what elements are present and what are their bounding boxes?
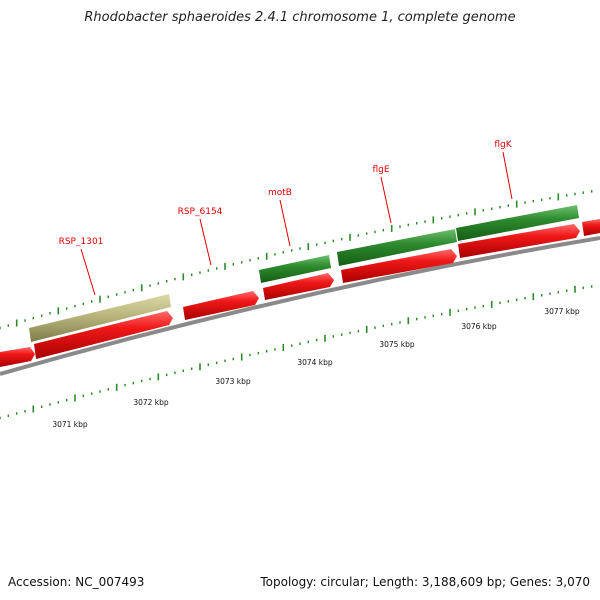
scale-label: 3072 kbp [133, 398, 169, 407]
leader-flgk [502, 151, 513, 200]
cds-arrow[interactable] [183, 291, 259, 320]
genome-stats-text: Topology: circular; Length: 3,188,609 bp… [260, 575, 590, 589]
label-leaders [80, 151, 513, 296]
cds-arrow[interactable] [0, 347, 35, 367]
cds-arrow[interactable] [341, 249, 457, 283]
gene-label-rsp-1301: RSP_1301 [59, 237, 104, 247]
scale-label: 3073 kbp [215, 377, 251, 386]
gene-label-rsp-6154: RSP_6154 [178, 207, 223, 217]
gene-features [29, 205, 579, 342]
map-title: Rhodobacter sphaeroides 2.4.1 chromosome… [84, 10, 516, 25]
leader-rsp-6154 [199, 218, 212, 266]
gene-label-flgk: flgK [494, 140, 512, 150]
gene-label-motb: motB [268, 188, 292, 198]
scale-label: 3076 kbp [461, 322, 497, 331]
gene-motb[interactable] [259, 255, 331, 283]
scale-tick-track [0, 285, 593, 420]
upper-tick-track [0, 190, 593, 330]
cds-arrow[interactable] [263, 273, 334, 300]
genome-backbone [0, 236, 600, 376]
leader-flge [380, 176, 392, 224]
leader-motb [279, 199, 291, 247]
scale-label: 3074 kbp [297, 358, 333, 367]
gene-label-flge: flgE [372, 165, 389, 175]
scale-label: 3071 kbp [52, 420, 88, 429]
scale-label: 3077 kbp [544, 307, 580, 316]
gene-flge[interactable] [337, 229, 457, 266]
cds-arrow[interactable] [34, 311, 173, 359]
accession-text: Accession: NC_007493 [8, 575, 145, 589]
cds-arrow[interactable] [458, 224, 580, 258]
cds-arrow[interactable] [582, 219, 600, 236]
gene-flgk[interactable] [456, 205, 579, 241]
scale-label: 3075 kbp [379, 340, 415, 349]
leader-rsp-1301 [80, 248, 96, 296]
cds-track [0, 219, 600, 367]
gene-rsp-1301[interactable] [29, 294, 171, 342]
